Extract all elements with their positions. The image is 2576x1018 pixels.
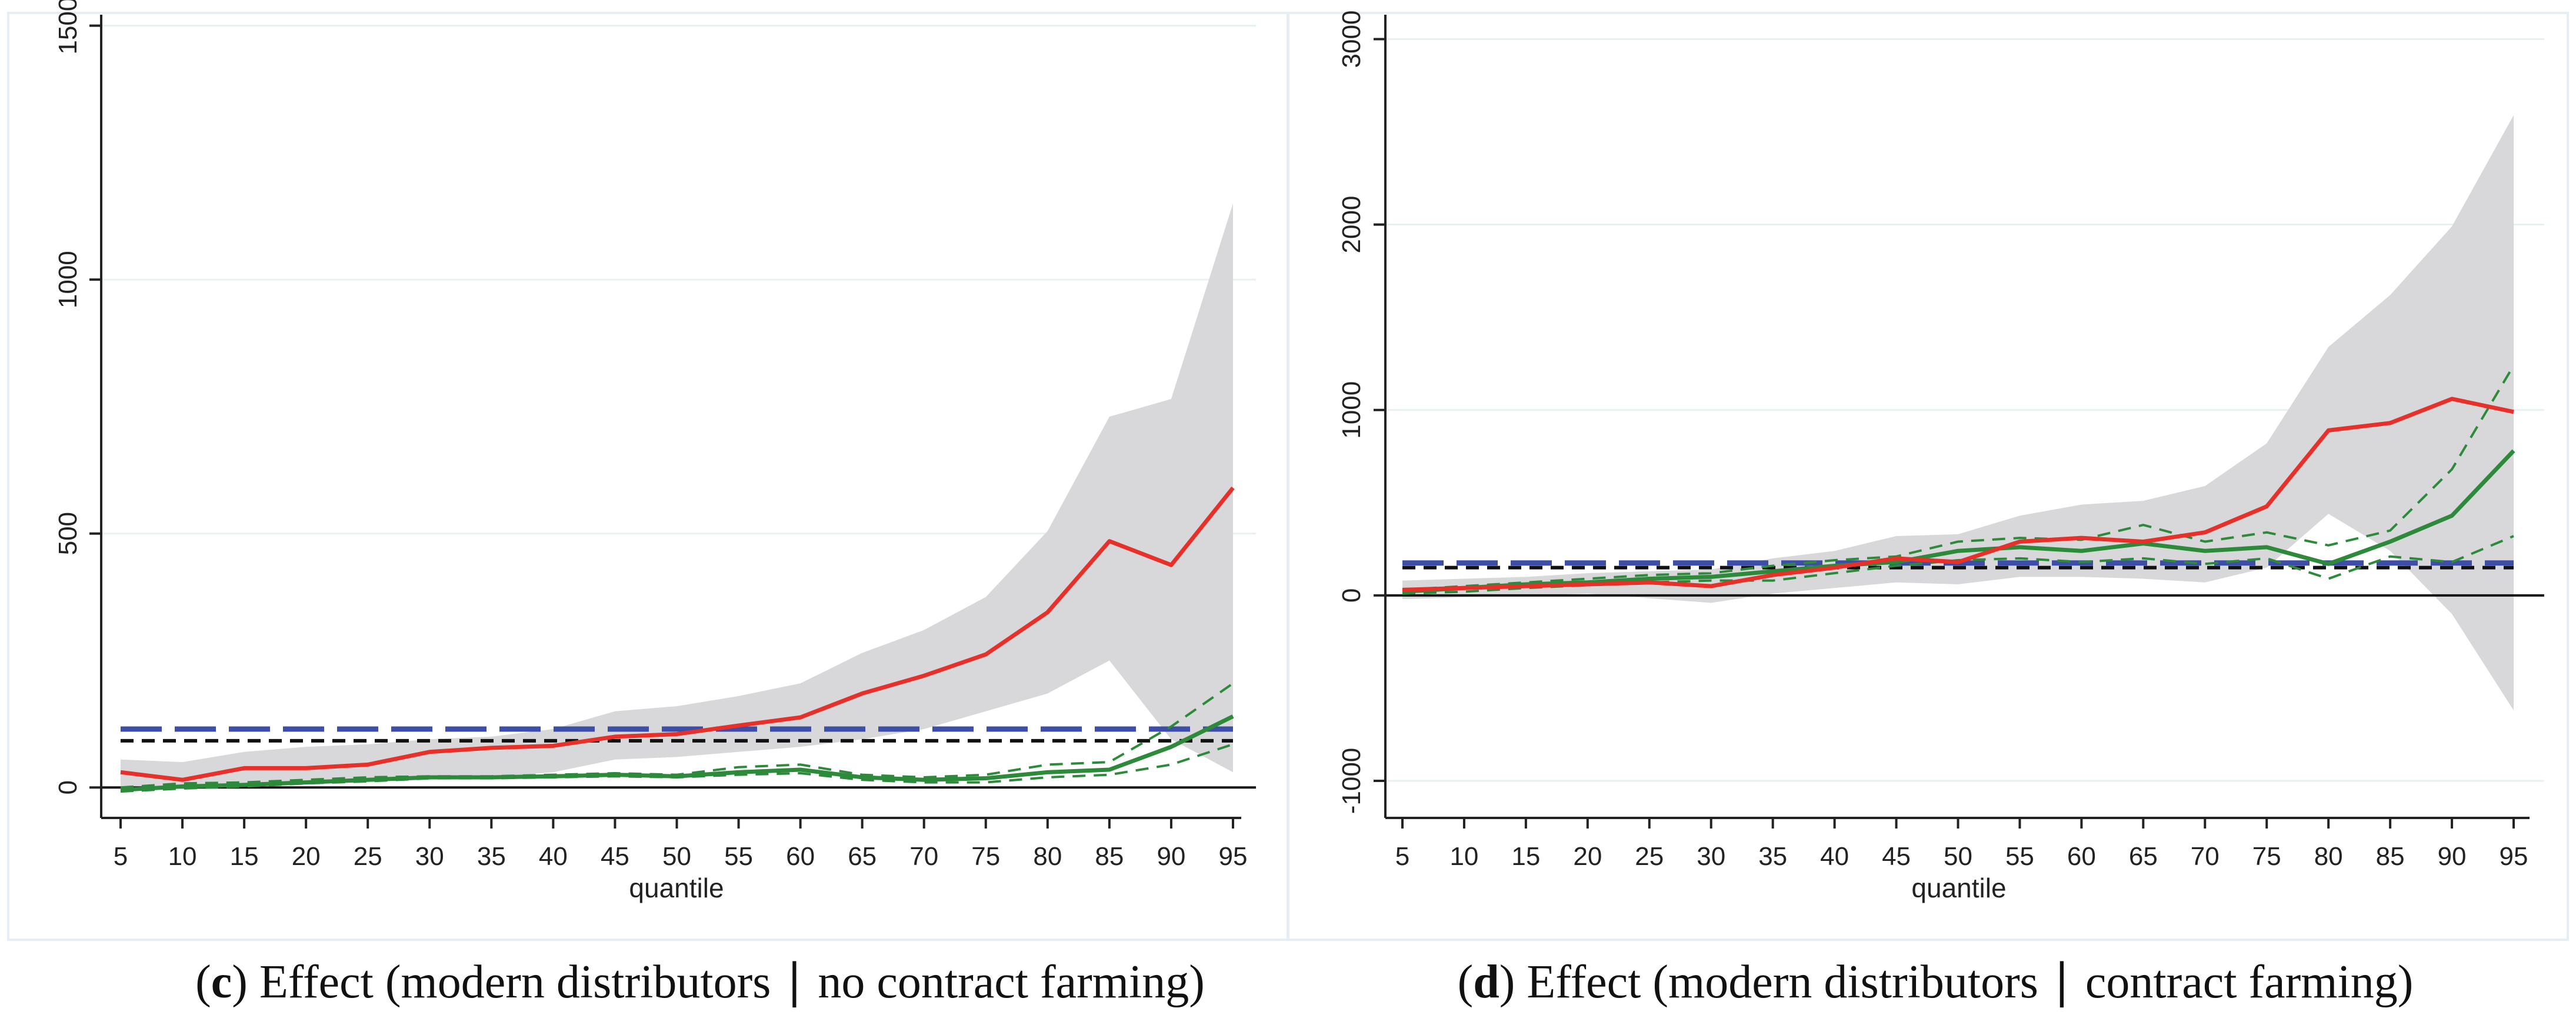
panel-c-x-axis-title: quantile	[629, 873, 724, 903]
panel-c-x-tick-label: 55	[724, 842, 753, 871]
panel-d-x-tick-label: 20	[1573, 842, 1602, 871]
panel-d-x-ticks: 5 10 15 20 25 30 35 40 45 50 55 60 65 70 75 80 85 90 95	[1395, 818, 2528, 871]
panel-c-x-tick-label: 5	[114, 842, 128, 871]
panel-d-caption-text: ) Effect (modern distributors ∣ contract…	[1499, 956, 2414, 1008]
panel-c-x-tick-label: 20	[292, 842, 321, 871]
panel-d-x-tick-label: 40	[1820, 842, 1849, 871]
panel-c-x-tick-label: 15	[230, 842, 259, 871]
panel-d-x-tick-label: 35	[1758, 842, 1787, 871]
panel-d-green-upper-bound	[1402, 365, 2515, 591]
panel-c-x-tick-label: 95	[1219, 842, 1248, 871]
panel-d-red-line	[1402, 397, 2514, 592]
panel-c-y-tick-label: 500	[54, 512, 82, 555]
panel-d-y-ticks: -1000 1000 2000 3000 0	[1337, 11, 1385, 814]
panel-c-x-tick-label: 10	[168, 842, 197, 871]
panel-d-x-tick-label: 45	[1882, 842, 1911, 871]
panel-c-x-tick-label: 35	[477, 842, 506, 871]
panel-d-x-tick-label: 5	[1395, 842, 1409, 871]
panel-d-chart: -1000 1000 2000 3000 0 5 10 15 20 25 30 35 40 45 50 55…	[1287, 11, 2569, 1008]
panel-d-x-tick-label: 50	[1944, 842, 1972, 871]
panel-c-y-tick-label: 1500	[54, 0, 82, 55]
panel-c-caption: (c) Effect (modern distributors ∣ no con…	[195, 956, 1205, 1008]
panel-d-x-tick-label: 25	[1635, 842, 1664, 871]
panel-d-x-tick-label: 90	[2438, 842, 2467, 871]
panel-c-chart: 0 500 1000 1500 5 10 15 20 25 30 35 40 45 50 55 60 65 70…	[7, 0, 1289, 1008]
panel-d-y-tick-label: -1000	[1337, 748, 1366, 814]
panel-c-x-tick-label: 85	[1095, 842, 1124, 871]
panel-c-x-tick-label: 50	[662, 842, 691, 871]
panel-c-caption-text: ) Effect (modern distributors ∣ no contr…	[232, 956, 1205, 1008]
panel-d-caption-letter: d	[1473, 956, 1499, 1008]
panel-d-y-tick-label: 0	[1337, 588, 1366, 603]
panel-c-y-tick-label: 1000	[54, 251, 82, 308]
panel-c-confidence-band	[121, 203, 1233, 788]
panel-c-x-tick-label: 25	[354, 842, 382, 871]
panel-c-y-ticks: 0 500 1000 1500	[54, 0, 101, 794]
panel-c-y-tick-label: 0	[54, 780, 82, 794]
panel-d-x-tick-label: 10	[1449, 842, 1478, 871]
panel-d-x-tick-label: 15	[1511, 842, 1540, 871]
panel-d-x-tick-label: 85	[2376, 842, 2405, 871]
panel-d-x-tick-label: 30	[1697, 842, 1725, 871]
panel-c-x-tick-label: 65	[848, 842, 877, 871]
panel-c-x-tick-label: 90	[1157, 842, 1185, 871]
panel-d-x-tick-label: 55	[2005, 842, 2034, 871]
panel-c-red-line	[120, 486, 1235, 782]
panel-c-series-group	[101, 486, 1256, 793]
panel-c-x-tick-label: 75	[971, 842, 1000, 871]
panel-c-x-tick-label: 30	[415, 842, 444, 871]
panel-d-x-tick-label: 65	[2129, 842, 2158, 871]
panel-c-axes	[100, 15, 1241, 819]
panel-d-x-tick-label: 75	[2252, 842, 2281, 871]
panel-d-x-tick-label: 80	[2314, 842, 2343, 871]
panel-c-band-group	[121, 203, 1233, 788]
panel-d-x-tick-label: 60	[2067, 842, 2096, 871]
panel-d-series-group	[1385, 365, 2544, 597]
panel-c-x-tick-label: 60	[786, 842, 815, 871]
panel-c-x-tick-label: 40	[539, 842, 568, 871]
panel-c-x-tick-label: 80	[1033, 842, 1062, 871]
panel-c-x-ticks: 5 10 15 20 25 30 35 40 45 50 55 60 65 70 75 80 85 90 95	[114, 818, 1248, 871]
panel-d-x-axis-title: quantile	[1911, 873, 2006, 903]
panel-d-y-tick-label: 1000	[1337, 381, 1366, 439]
panel-d-x-tick-label: 70	[2191, 842, 2220, 871]
panel-d-x-tick-label: 95	[2500, 842, 2528, 871]
panel-c-x-tick-label: 70	[909, 842, 938, 871]
panel-c-caption-letter: c	[211, 956, 232, 1008]
panel-d-y-tick-label: 3000	[1337, 11, 1366, 68]
panel-c-green-line	[120, 714, 1234, 793]
panel-d-y-tick-label: 2000	[1337, 196, 1366, 254]
panel-c-x-tick-label: 45	[601, 842, 629, 871]
panel-d-caption: (d) Effect (modern distributors ∣ contra…	[1458, 956, 2414, 1008]
